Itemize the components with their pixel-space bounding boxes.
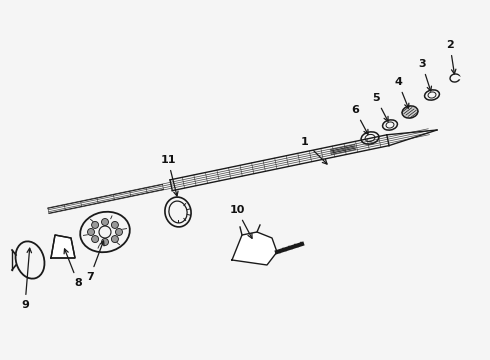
- Text: 5: 5: [372, 93, 388, 121]
- Polygon shape: [51, 235, 75, 258]
- Circle shape: [92, 221, 98, 229]
- Text: 4: 4: [394, 77, 409, 108]
- Text: 3: 3: [418, 59, 432, 91]
- Text: 1: 1: [301, 137, 327, 164]
- Text: 8: 8: [64, 249, 82, 288]
- Text: 10: 10: [229, 205, 252, 238]
- Ellipse shape: [402, 106, 418, 118]
- Polygon shape: [232, 232, 277, 265]
- Circle shape: [92, 235, 98, 243]
- Text: 7: 7: [86, 241, 104, 282]
- Circle shape: [88, 229, 95, 235]
- Circle shape: [111, 235, 119, 243]
- Text: 9: 9: [21, 248, 31, 310]
- Text: 6: 6: [351, 105, 368, 134]
- Text: 2: 2: [446, 40, 456, 74]
- Circle shape: [116, 229, 122, 235]
- Circle shape: [101, 239, 108, 246]
- Circle shape: [111, 221, 119, 229]
- Text: 11: 11: [160, 155, 178, 196]
- Circle shape: [101, 219, 108, 225]
